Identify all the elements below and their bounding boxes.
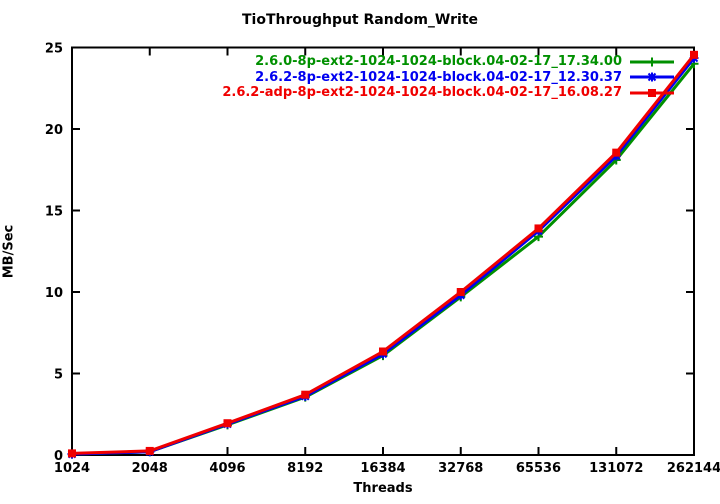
legend-line-sample	[630, 88, 674, 97]
legend: 2.6.0-8p-ext2-1024-1024-block.04-02-17_1…	[222, 54, 674, 101]
y-tick-label: 5	[54, 368, 63, 383]
series-line	[71, 62, 696, 456]
series-2	[68, 50, 698, 458]
y-tick-label: 20	[45, 123, 63, 138]
x-axis-label: Threads	[353, 481, 413, 496]
x-tick-label: 16384	[360, 461, 405, 476]
series-0	[67, 59, 699, 459]
x-tick-label: 4096	[209, 461, 245, 476]
y-tick-label: 25	[45, 42, 63, 57]
y-tick-label: 0	[54, 449, 63, 464]
point-marker-plus	[647, 57, 657, 67]
x-tick-label: 8192	[287, 461, 323, 476]
legend-label: 2.6.0-8p-ext2-1024-1024-block.04-02-17_1…	[255, 54, 622, 70]
legend-label: 2.6.2-adp-8p-ext2-1024-1024-block.04-02-…	[222, 85, 622, 101]
point-marker-square	[648, 88, 656, 97]
x-tick-label: 2048	[132, 461, 168, 476]
series-1	[67, 53, 699, 459]
y-tick-label: 10	[45, 286, 63, 301]
x-tick-label: 262144	[667, 461, 720, 476]
point-marker-square	[145, 446, 154, 455]
legend-line-sample	[630, 57, 674, 67]
legend-label: 2.6.2-8p-ext2-1024-1024-block.04-02-17_1…	[255, 69, 622, 85]
legend-entry: 2.6.2-8p-ext2-1024-1024-block.04-02-17_1…	[222, 70, 674, 86]
legend-entry: 2.6.2-adp-8p-ext2-1024-1024-block.04-02-…	[222, 85, 674, 101]
series-line	[71, 57, 696, 456]
point-marker-square	[301, 390, 310, 399]
point-marker-square	[456, 288, 465, 296]
x-tick-label: 65536	[516, 461, 561, 476]
point-marker-square	[612, 148, 621, 157]
legend-line-sample	[630, 72, 674, 82]
point-marker-asterisk	[647, 72, 657, 82]
y-tick-label: 15	[45, 205, 63, 220]
plot-frame	[71, 46, 695, 456]
point-marker-square	[379, 347, 387, 356]
point-marker-square	[534, 224, 543, 233]
x-tick-label: 1024	[54, 461, 90, 476]
chart-title: TioThroughput Random_Write	[241, 12, 479, 28]
x-tick-label: 32768	[438, 461, 483, 476]
series-line	[71, 53, 696, 455]
point-marker-square	[690, 50, 698, 59]
point-marker-square	[68, 449, 76, 458]
x-tick-label: 131072	[589, 461, 643, 476]
point-marker-square	[223, 419, 232, 428]
y-axis-label: MB/Sec	[1, 224, 17, 279]
legend-entry: 2.6.0-8p-ext2-1024-1024-block.04-02-17_1…	[222, 54, 674, 70]
